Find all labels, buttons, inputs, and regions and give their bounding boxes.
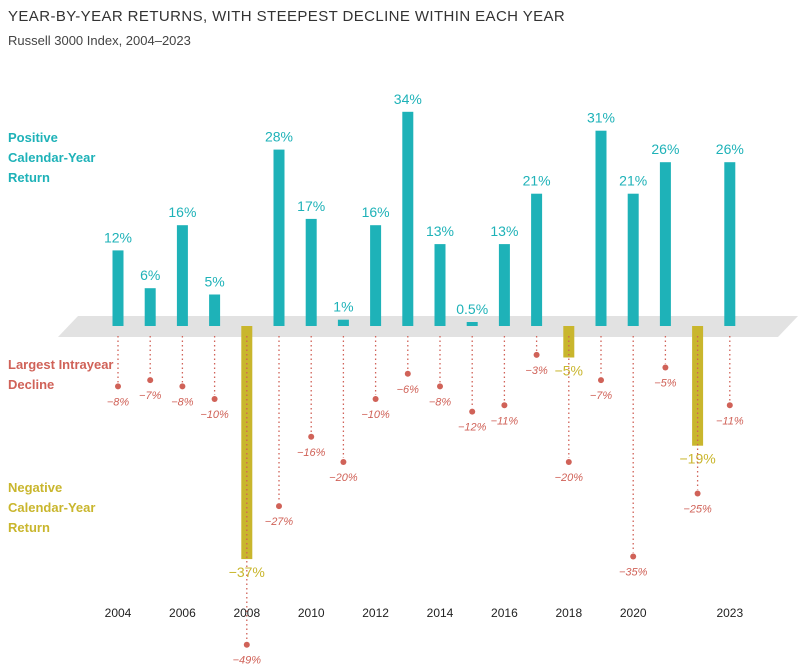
decline-dot-2014 <box>437 383 443 390</box>
decline-dot-2022 <box>694 490 701 497</box>
return-label-2007: 5% <box>204 274 224 290</box>
decline-dot-2018 <box>565 459 572 465</box>
return-label-2012: 16% <box>362 204 390 220</box>
decline-label-2009: −27% <box>265 516 294 528</box>
return-bar-2006 <box>176 225 188 326</box>
decline-dot-2010 <box>308 433 315 440</box>
decline-dot-2015 <box>469 408 476 415</box>
negative-return-label: Negative Calendar-Year Return <box>8 480 96 535</box>
return-bar-2019 <box>595 130 607 326</box>
decline-dot-2023 <box>726 402 733 409</box>
decline-label-2014: −8% <box>429 396 452 408</box>
return-bar-2009 <box>273 149 285 326</box>
return-label-2009: 28% <box>265 129 293 145</box>
return-bar-2014 <box>434 244 446 326</box>
year-label-2023: 2023 <box>716 606 743 620</box>
return-label-2004: 12% <box>104 229 132 245</box>
intrayear-decline-label: Largest Intrayear Decline <box>8 357 114 392</box>
return-label-2021: 26% <box>651 141 679 157</box>
return-bar-2017 <box>531 193 543 326</box>
decline-label-2012: −10% <box>361 409 390 421</box>
return-label-2010: 17% <box>297 198 325 214</box>
return-label-2015: 0.5% <box>456 301 488 317</box>
decline-label-2016: −11% <box>491 415 519 427</box>
year-label-2004: 2004 <box>105 606 132 620</box>
return-label-2014: 13% <box>426 223 454 239</box>
decline-label-2011: −20% <box>329 472 358 484</box>
return-bar-2016 <box>498 244 510 326</box>
chart-subtitle: Russell 3000 Index, 2004–2023 <box>8 33 191 48</box>
decline-label-2022: −25% <box>683 504 712 516</box>
return-label-2023: 26% <box>716 141 744 157</box>
decline-dot-2021 <box>662 364 669 371</box>
return-label-2016: 13% <box>490 223 518 239</box>
return-bar-2023 <box>724 162 736 326</box>
decline-label-2010: −16% <box>297 447 326 459</box>
decline-label-2006: −8% <box>171 396 194 408</box>
decline-label-2017: −3% <box>525 365 548 377</box>
return-label-2019: 31% <box>587 110 615 126</box>
return-label-2011: 1% <box>333 299 353 315</box>
decline-dot-2009 <box>276 503 282 510</box>
decline-dot-2004 <box>115 383 121 390</box>
return-label-2006: 16% <box>168 204 196 220</box>
decline-dot-2012 <box>372 396 379 402</box>
return-bar-2004 <box>112 250 124 326</box>
decline-dot-2019 <box>598 377 604 384</box>
chart-title: YEAR-BY-YEAR RETURNS, WITH STEEPEST DECL… <box>8 8 566 25</box>
decline-dot-2011 <box>340 459 347 465</box>
decline-label-2005: −7% <box>139 390 162 402</box>
return-bar-2008 <box>241 326 253 560</box>
year-label-2020: 2020 <box>620 606 647 620</box>
year-label-2016: 2016 <box>491 606 518 620</box>
return-label-2005: 6% <box>140 267 160 283</box>
return-label-2017: 21% <box>523 173 551 189</box>
year-label-2010: 2010 <box>298 606 325 620</box>
return-label-2020: 21% <box>619 173 647 189</box>
return-bar-2011 <box>337 319 349 326</box>
decline-dot-2020 <box>630 553 637 560</box>
return-bar-2005 <box>144 288 156 326</box>
decline-label-2018: −20% <box>555 472 584 484</box>
decline-dot-2016 <box>501 402 508 409</box>
decline-label-2021: −5% <box>654 378 677 390</box>
year-label-2014: 2014 <box>427 606 454 620</box>
return-bar-2013 <box>402 111 414 326</box>
year-label-2008: 2008 <box>233 606 260 620</box>
decline-dot-2005 <box>147 377 154 384</box>
decline-label-2004: −8% <box>107 396 130 408</box>
positive-return-label: Positive Calendar-Year Return <box>8 130 96 185</box>
return-label-2013: 34% <box>394 91 422 107</box>
return-bar-2010 <box>305 218 317 326</box>
return-label-2018: −5% <box>555 363 583 379</box>
zero-baseline-band <box>58 316 798 337</box>
decline-label-2015: −12% <box>458 422 487 434</box>
year-label-2006: 2006 <box>169 606 196 620</box>
return-bar-2021 <box>659 162 671 326</box>
decline-dot-2013 <box>404 370 411 377</box>
decline-label-2007: −10% <box>200 409 229 421</box>
decline-dot-2008 <box>243 641 250 648</box>
decline-dot-2007 <box>211 396 218 402</box>
return-bar-2007 <box>209 294 221 326</box>
decline-label-2020: −35% <box>619 567 648 579</box>
decline-dot-2017 <box>533 351 540 358</box>
decline-label-2019: −7% <box>590 390 613 402</box>
return-label-2008: −37% <box>229 564 265 580</box>
year-label-2018: 2018 <box>555 606 582 620</box>
decline-dot-2006 <box>179 383 186 390</box>
decline-label-2013: −6% <box>397 384 420 396</box>
decline-label-2023: −11% <box>716 415 744 427</box>
return-bar-2020 <box>627 193 639 326</box>
return-bar-2012 <box>370 225 382 326</box>
return-bar-2015 <box>466 322 478 326</box>
decline-label-2008: −49% <box>233 655 262 665</box>
year-label-2012: 2012 <box>362 606 389 620</box>
